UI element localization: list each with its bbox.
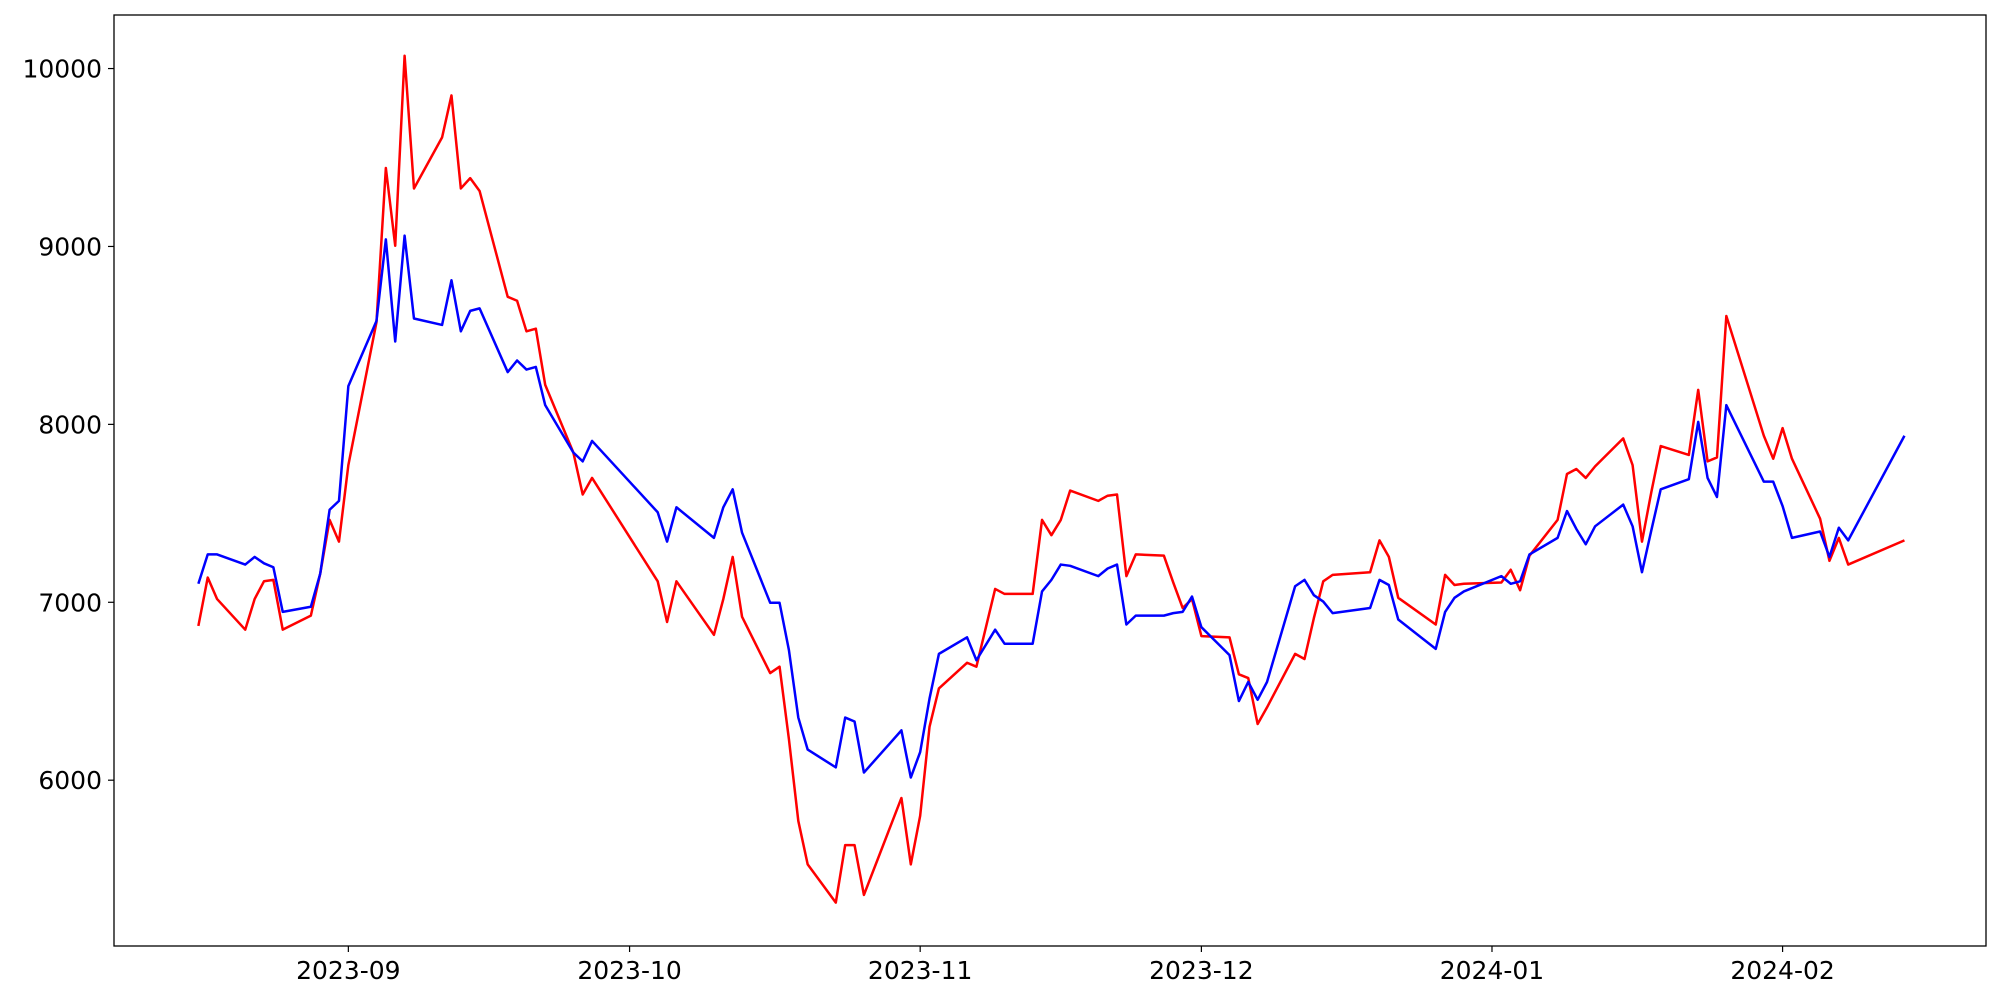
x-tick-label: 2023-10 xyxy=(577,956,681,985)
x-tick-label: 2024-01 xyxy=(1440,956,1544,985)
y-tick-label: 7000 xyxy=(38,588,102,617)
x-tick-label: 2023-12 xyxy=(1149,956,1253,985)
x-tick-label: 2023-09 xyxy=(296,956,400,985)
y-tick-label: 10000 xyxy=(22,55,102,84)
y-tick-label: 8000 xyxy=(38,410,102,439)
y-tick-label: 6000 xyxy=(38,766,102,795)
x-tick-label: 2023-11 xyxy=(868,956,972,985)
plot-frame xyxy=(113,14,1987,947)
series-line xyxy=(197,234,1906,779)
y-tick-label: 9000 xyxy=(38,232,102,261)
x-tick-label: 2024-02 xyxy=(1730,956,1834,985)
series-line xyxy=(197,54,1905,904)
